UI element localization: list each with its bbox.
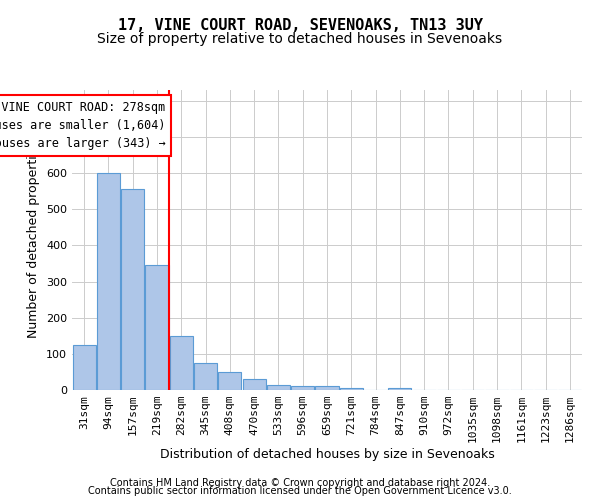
Bar [218, 372, 241, 390]
Y-axis label: Number of detached properties: Number of detached properties [28, 142, 40, 338]
Bar [267, 384, 290, 390]
Bar [194, 363, 217, 390]
Bar [388, 388, 412, 390]
Bar [340, 388, 363, 390]
X-axis label: Distribution of detached houses by size in Sevenoaks: Distribution of detached houses by size … [160, 448, 494, 460]
Text: Contains public sector information licensed under the Open Government Licence v3: Contains public sector information licen… [88, 486, 512, 496]
Bar [121, 190, 144, 390]
Bar [145, 266, 169, 390]
Bar [73, 345, 95, 390]
Text: Contains HM Land Registry data © Crown copyright and database right 2024.: Contains HM Land Registry data © Crown c… [110, 478, 490, 488]
Bar [170, 336, 193, 390]
Text: 17, VINE COURT ROAD, SEVENOAKS, TN13 3UY: 17, VINE COURT ROAD, SEVENOAKS, TN13 3UY [118, 18, 482, 32]
Text: Size of property relative to detached houses in Sevenoaks: Size of property relative to detached ho… [97, 32, 503, 46]
Bar [97, 173, 120, 390]
Bar [242, 379, 266, 390]
Bar [291, 386, 314, 390]
Text: 17 VINE COURT ROAD: 278sqm
← 82% of detached houses are smaller (1,604)
18% of s: 17 VINE COURT ROAD: 278sqm ← 82% of deta… [0, 101, 166, 150]
Bar [316, 386, 338, 390]
